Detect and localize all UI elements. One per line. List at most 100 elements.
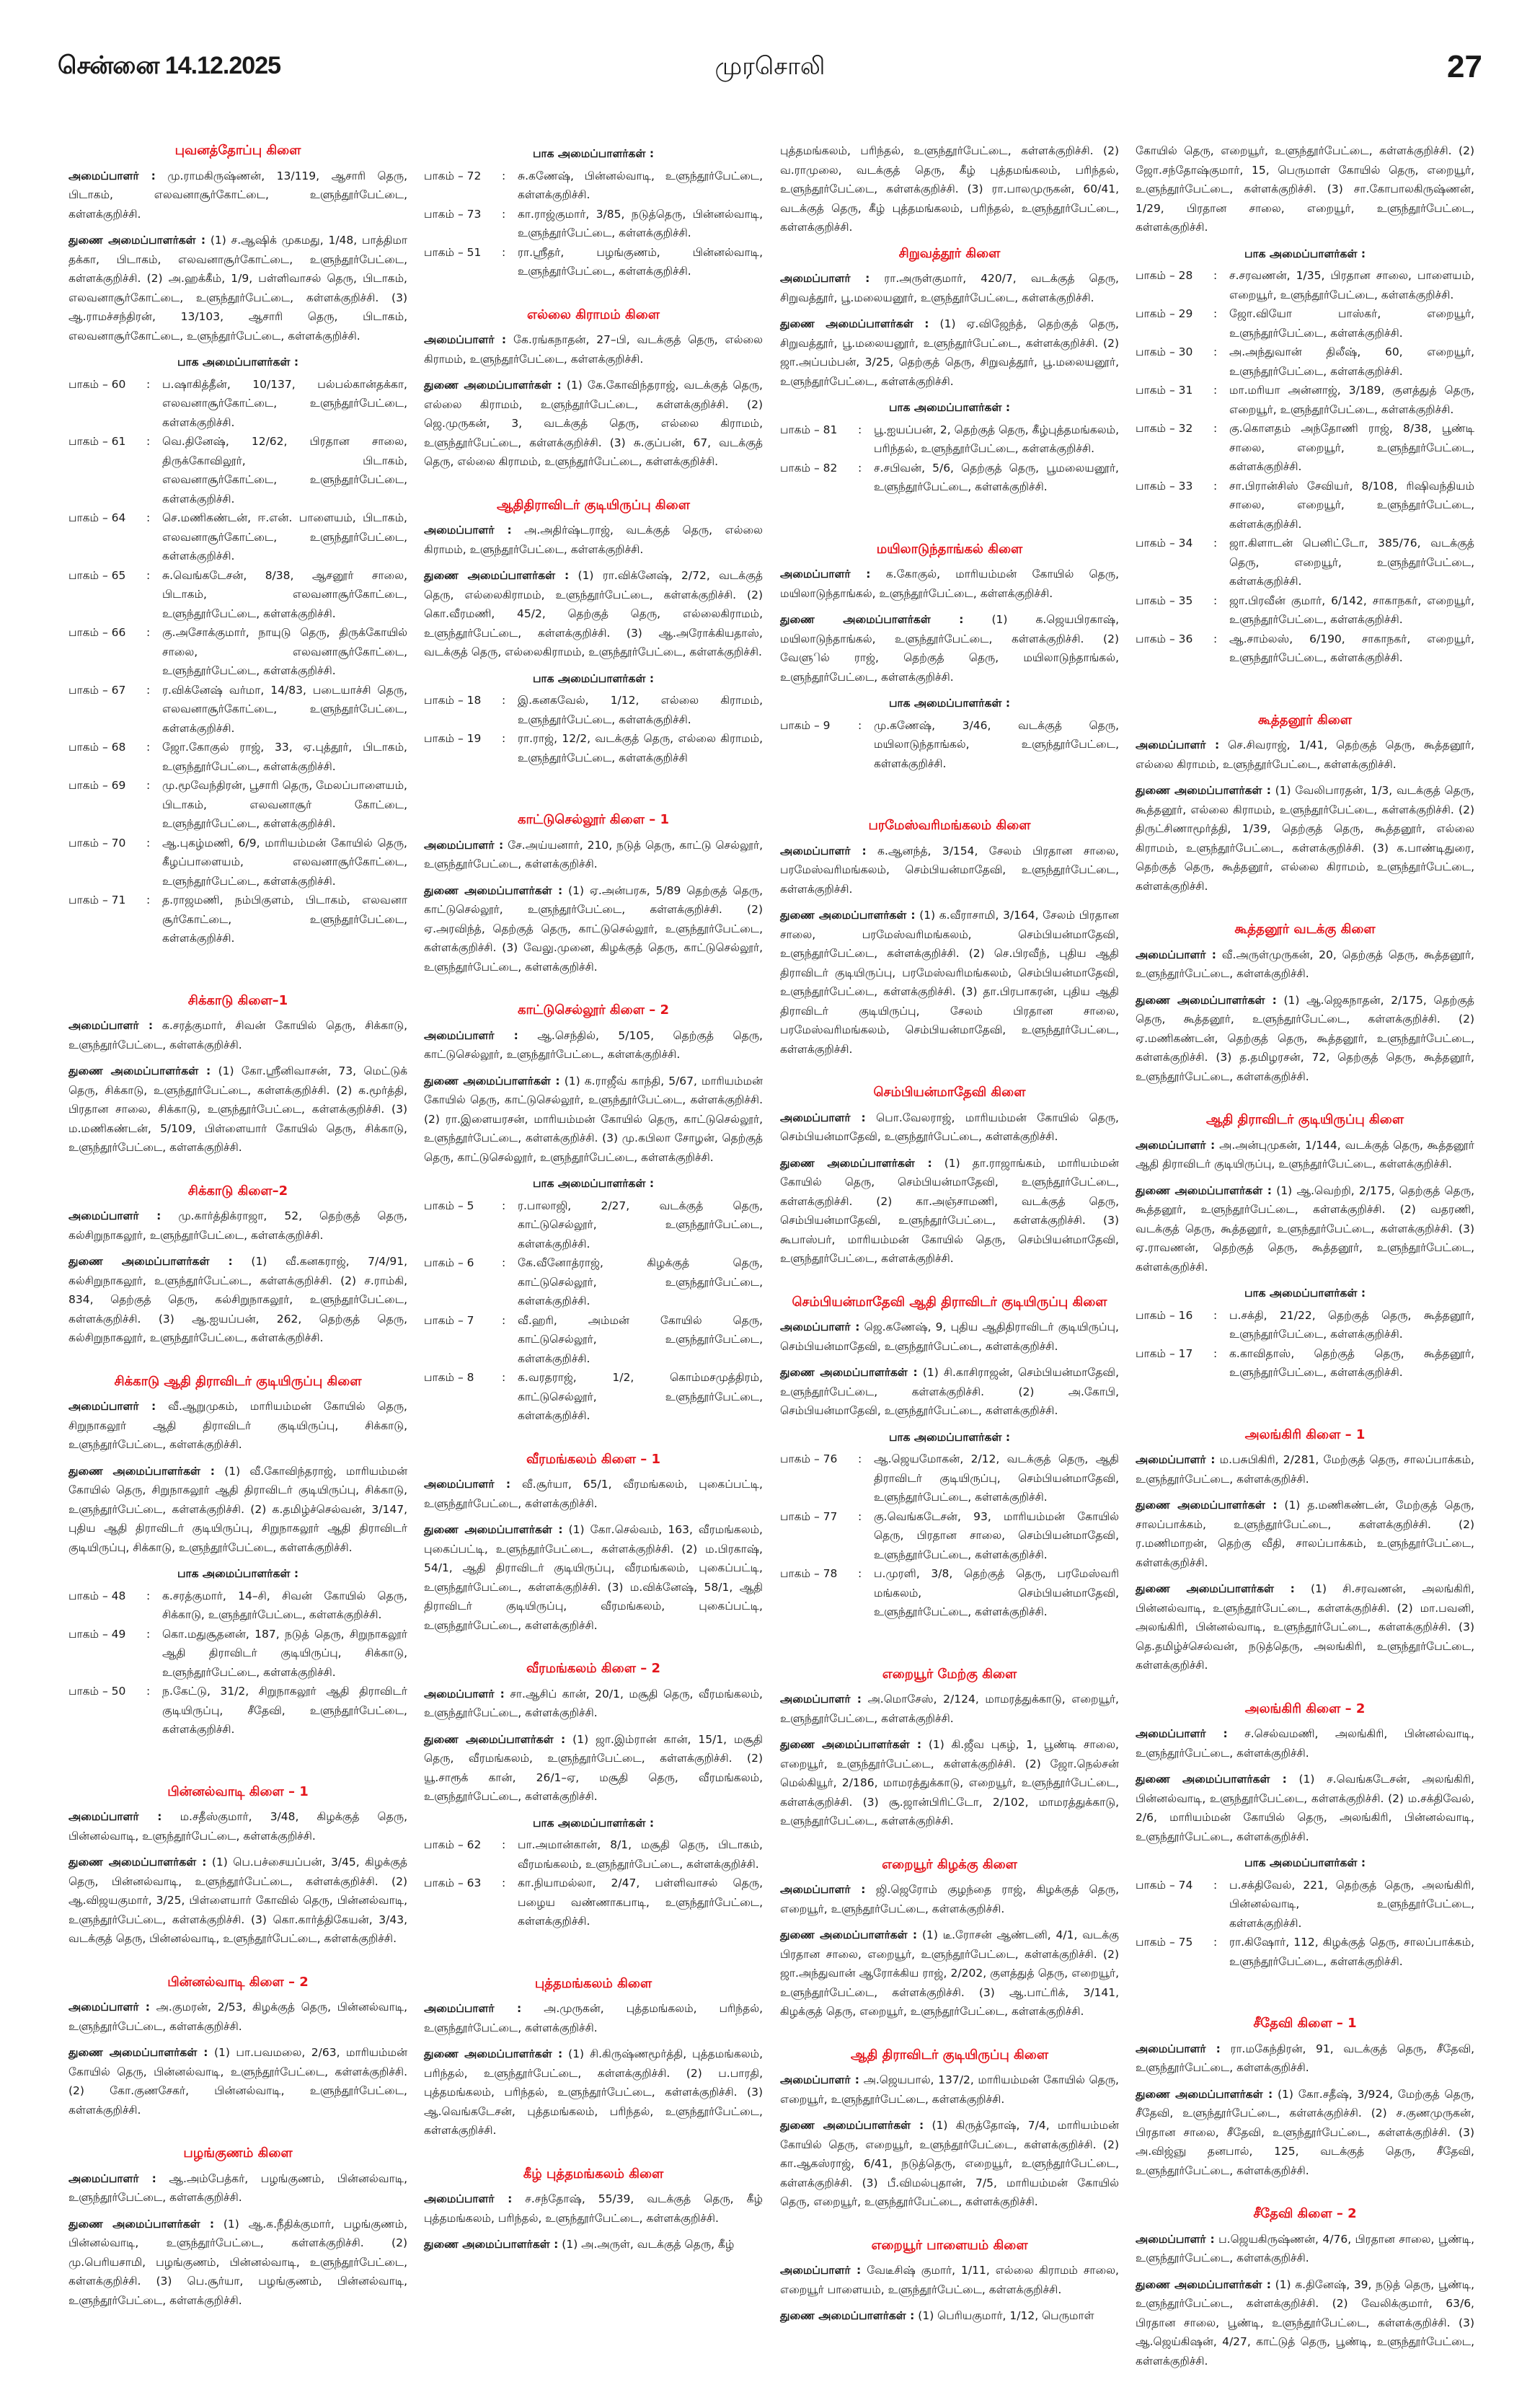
organizer-text: க.கோகுல், மாரியம்மன் கோயில் தெரு, மயிலாட… xyxy=(780,568,1119,600)
ward-row: பாகம் – 33: சா.பிரான்சிஸ் சேவியர், 8/108,… xyxy=(1136,477,1474,534)
colon: : xyxy=(146,435,151,448)
ward-no: 18 xyxy=(466,694,482,707)
organizer-label: அமைப்பாளர் : xyxy=(1136,948,1216,961)
organizer-text: வீ.அருள்முருகன், 20, தெற்குத் தெரு, கூத்… xyxy=(1136,948,1474,981)
deputy-organizers-text: (1) டீ.ரோசன் ஆண்டனி, 4/1, வடக்கு பிரதான … xyxy=(780,1928,1119,2018)
ward-number: பாகம் – 5 xyxy=(424,1196,502,1254)
ward-organizer: கா.நியாமல்லா, 2/47, பள்ளிவாசல் தெரு, பழை… xyxy=(518,1876,763,1928)
ward-number: பாகம் – 17 xyxy=(1136,1344,1213,1382)
ward-organizer: மு.மூவேந்திரன், பூசாரி தெரு, மேலப்பாளையம… xyxy=(162,779,407,830)
organizer-text: மு.ராமகிருஷ்ணன், 13/119, ஆசாரி தெரு, பிட… xyxy=(68,169,407,221)
branch-title: கூத்தனூர் கிளை xyxy=(1258,712,1352,728)
ward-organizer: ப.ஷாகித்தீன், 10/137, பல்பல்கான்தக்கா, எ… xyxy=(162,377,407,429)
deputy-organizers: துணை அமைப்பாளர்கள் : (1) ஏ.விஜேந்த், தெற… xyxy=(780,314,1119,391)
colon: : xyxy=(146,1589,151,1602)
ward-organizers-heading: பாக அமைப்பாளர்கள் : xyxy=(1244,1856,1366,1869)
organizer: அமைப்பாளர் : அ.அன்புமுகன், 1/144, வடக்கு… xyxy=(1136,1136,1474,1174)
branch-section: காட்டுசெல்லூர் கிளை – 2 அமைப்பாளர் : ஆ.செ… xyxy=(424,1001,763,1426)
ward-no: 60 xyxy=(111,377,126,391)
ward-no: 9 xyxy=(823,718,831,732)
branch-section: பின்னல்வாடி கிளை – 1 அமைப்பாளர் : ம.சதீஸ்… xyxy=(68,1783,407,1949)
deputy-organizers-text: (1) க.ஜெயபிரகாஷ், மயிலாடுந்தாங்கல், உளுந… xyxy=(780,613,1119,684)
deputy-organizers-label: துணை அமைப்பாளர்கள் : xyxy=(68,1255,233,1268)
ward-row: பாகம் – 72: சு.கணேஷ், பின்னல்வாடி, உளுந்த… xyxy=(424,167,763,205)
deputy-organizers: துணை அமைப்பாளர்கள் : (1) கோ.ஸ்ரீனிவாசன்,… xyxy=(68,1062,407,1157)
colon: : xyxy=(1213,1936,1218,1949)
ward-label: பாகம் – xyxy=(424,1256,464,1269)
deputy-organizers-text: (1) த.மணிகண்டன், மேற்குத் தெரு, சாலப்பாக… xyxy=(1136,1499,1474,1569)
deputy-organizers: துணை அமைப்பாளர்கள் : (1) ஆ.க.நீதிக்குமார… xyxy=(68,2215,407,2311)
organizer-label: அமைப்பாளர் : xyxy=(780,568,871,581)
ward-organizer: ப.சக்திவேல், 221, தெற்குத் தெரு, அலங்கிர… xyxy=(1229,1878,1474,1930)
ward-number: பாகம் – 69 xyxy=(68,776,146,834)
deputy-organizers-label: துணை அமைப்பாளர்கள் : xyxy=(424,1523,563,1536)
deputy-organizers: துணை அமைப்பாளர்கள் : (1) தா.ராஜாங்கம், ம… xyxy=(780,1154,1119,1269)
ward-row: பாகம் – 18: இ.கனகவேல், 1/12, எல்லை கிராமம… xyxy=(424,691,763,729)
deputy-organizers-label: துணை அமைப்பாளர்கள் : xyxy=(424,2238,559,2251)
organizer: அமைப்பாளர் : அ.முருகன், புத்தமங்கலம், பர… xyxy=(424,1999,763,2037)
ward-no: 34 xyxy=(1178,537,1193,550)
branch-title: சிக்காடு ஆதி திராவிடர் குடியிருப்பு கிளை xyxy=(114,1373,362,1389)
organizer: அமைப்பாளர் : வீ.அருள்முருகன், 20, தெற்கு… xyxy=(1136,945,1474,984)
ward-organizer: வீ.ஹரி, அம்மன் கோயில் தெரு, காட்டுசெல்லூ… xyxy=(518,1313,763,1365)
deputy-organizers: துணை அமைப்பாளர்கள் : (1) சி.காசிராஜன், ச… xyxy=(780,1363,1119,1421)
deputy-organizers-text: (1) ச.வெங்கடேசன், அலங்கிரி, பின்னல்வாடி,… xyxy=(1136,1773,1474,1843)
organizer-text: ம.பசுபிகிரி, 2/281, மேற்குத் தெரு, சாலப்… xyxy=(1136,1453,1474,1486)
colon: : xyxy=(858,718,862,732)
ward-no: 70 xyxy=(111,836,126,850)
ward-organizer: செ.மணிகண்டன், ஈ.என். பாளையம், பிடாகம், எ… xyxy=(162,511,407,563)
ward-row: பாகம் – 76: ஆ.ஜெயமோகன், 2/12, வடக்குத் தெ… xyxy=(780,1450,1119,1507)
ward-row: பாகம் – 51: ரா.ஸ்ரீதர், பழங்குணம், பின்னல… xyxy=(424,243,763,281)
deputy-organizers: துணை அமைப்பாளர்கள் : (1) ஆ.ஜெகநாதன், 2/1… xyxy=(1136,991,1474,1087)
deputy-organizers: துணை அமைப்பாளர்கள் : (1) டீ.ரோசன் ஆண்டனி… xyxy=(780,1926,1119,2021)
ward-label: பாகம் – xyxy=(1136,269,1175,282)
ward-label: பாகம் – xyxy=(424,732,464,745)
colon: : xyxy=(858,1509,862,1523)
ward-label: பாகம் – xyxy=(780,1567,820,1580)
branch-section: எறையூர் பாளையம் கிளை அமைப்பாளர் : வேடீசிஷ… xyxy=(780,2236,1119,2326)
branch-section: கூத்தனூர் கிளை அமைப்பாளர் : செ.சிவராஜ், 1… xyxy=(1136,711,1474,896)
ward-label: பாகம் – xyxy=(68,1627,108,1641)
colon: : xyxy=(502,732,506,745)
ward-no: 8 xyxy=(466,1371,474,1384)
branch-section: ஆதி திராவிடர் குடியிருப்பு கிளை அமைப்பாளர… xyxy=(780,2046,1119,2212)
ward-number: பாகம் – 28 xyxy=(1136,266,1213,304)
ward-row: பாகம் – 71: த.ராஜமணி, நம்பிகுளம், பிடாகம்… xyxy=(68,891,407,948)
branch-title: மயிலாடுந்தாங்கல் கிளை xyxy=(876,541,1023,557)
ward-number: பாகம் – 81 xyxy=(780,420,858,459)
ward-row: பாகம் – 6: கே.வீனோத்ராஜ், கிழக்குத் தெரு,… xyxy=(424,1253,763,1311)
ward-label: பாகம் – xyxy=(1136,1878,1175,1892)
branch-section: ஆதி திராவிடர் குடியிருப்பு கிளை அமைப்பாளர… xyxy=(1136,1111,1474,1382)
colon: : xyxy=(502,1199,506,1212)
deputy-organizers-text: (1) சி.காசிராஜன், செம்பியன்மாதேவி, உளுந்… xyxy=(780,1366,1119,1417)
colon: : xyxy=(1213,422,1218,435)
branch-title: பின்னல்வாடி கிளை – 1 xyxy=(167,1783,309,1799)
deputy-organizers: துணை அமைப்பாளர்கள் : (1) சி.கிருஷ்ணமூர்த… xyxy=(424,2045,763,2140)
ward-no: 75 xyxy=(1178,1936,1193,1949)
branch-section: ஆதிதிராவிடர் குடியிருப்பு கிளை அமைப்பாளர்… xyxy=(424,496,763,768)
ward-organizer: ஜா.கிளாடன் பெனிட்டோ, 385/76, வடக்குத் தெ… xyxy=(1229,537,1474,588)
ward-organizer: ஜோ.வியோ பாஸ்கர், எறையூர், உளுந்தூர்பேட்ட… xyxy=(1229,307,1474,340)
branch-title: எறையூர் மேற்கு கிளை xyxy=(882,1666,1017,1682)
ward-row: பாகம் – 36: ஆ.சாம்லஸ், 6/190, சாகாநகர், எ… xyxy=(1136,630,1474,668)
ward-organizer: கு.அசோக்குமார், நாயுடு தெரு, திருக்கோயில… xyxy=(162,626,407,677)
branch-section: வீரமங்கலம் கிளை – 2 அமைப்பாளர் : சா.ஆசிப்… xyxy=(424,1659,763,1931)
ward-label: பாகம் – xyxy=(1136,1346,1175,1360)
colon: : xyxy=(858,1452,862,1465)
organizer: அமைப்பாளர் : க.ஆனந்த், 3/154, சேலம் பிரத… xyxy=(780,842,1119,899)
deputy-organizers: துணை அமைப்பாளர்கள் : (1) க.தினேஷ், 39, ந… xyxy=(1136,2275,1474,2371)
deputy-organizers: துணை அமைப்பாளர்கள் : (1) கி.ஜீவ புகழ், 1… xyxy=(780,1735,1119,1831)
ward-number: பாகம் – 63 xyxy=(424,1874,502,1931)
organizer: அமைப்பாளர் : சா.ஆசிப் கான், 20/1, மசூதி … xyxy=(424,1685,763,1723)
colon: : xyxy=(146,836,151,850)
ward-row: பாகம் – 16: ப.சக்தி, 21/22, தெற்குத் தெரு… xyxy=(1136,1306,1474,1344)
ward-number: பாகம் – 77 xyxy=(780,1507,858,1565)
branch-section: செம்பியன்மாதேவி கிளை அமைப்பாளர் : பொ.வேலர… xyxy=(780,1083,1119,1269)
ward-organizers-heading: பாக அமைப்பாளர்கள் : xyxy=(532,147,655,160)
organizer: அமைப்பாளர் : ப.ஜெயகிருஷ்ணன், 4/76, பிரதா… xyxy=(1136,2230,1474,2268)
ward-number: பாகம் – 70 xyxy=(68,834,146,891)
branch-section: பாக அமைப்பாளர்கள் : பாகம் – 72: சு.கணேஷ், … xyxy=(424,144,763,281)
branch-title: ஆதி திராவிடர் குடியிருப்பு கிளை xyxy=(1205,1112,1404,1127)
colon: : xyxy=(502,1313,506,1327)
ward-organizer: ஜா.பிரவீன் குமார், 6/142, சாகாநகர், எறைய… xyxy=(1229,594,1474,627)
